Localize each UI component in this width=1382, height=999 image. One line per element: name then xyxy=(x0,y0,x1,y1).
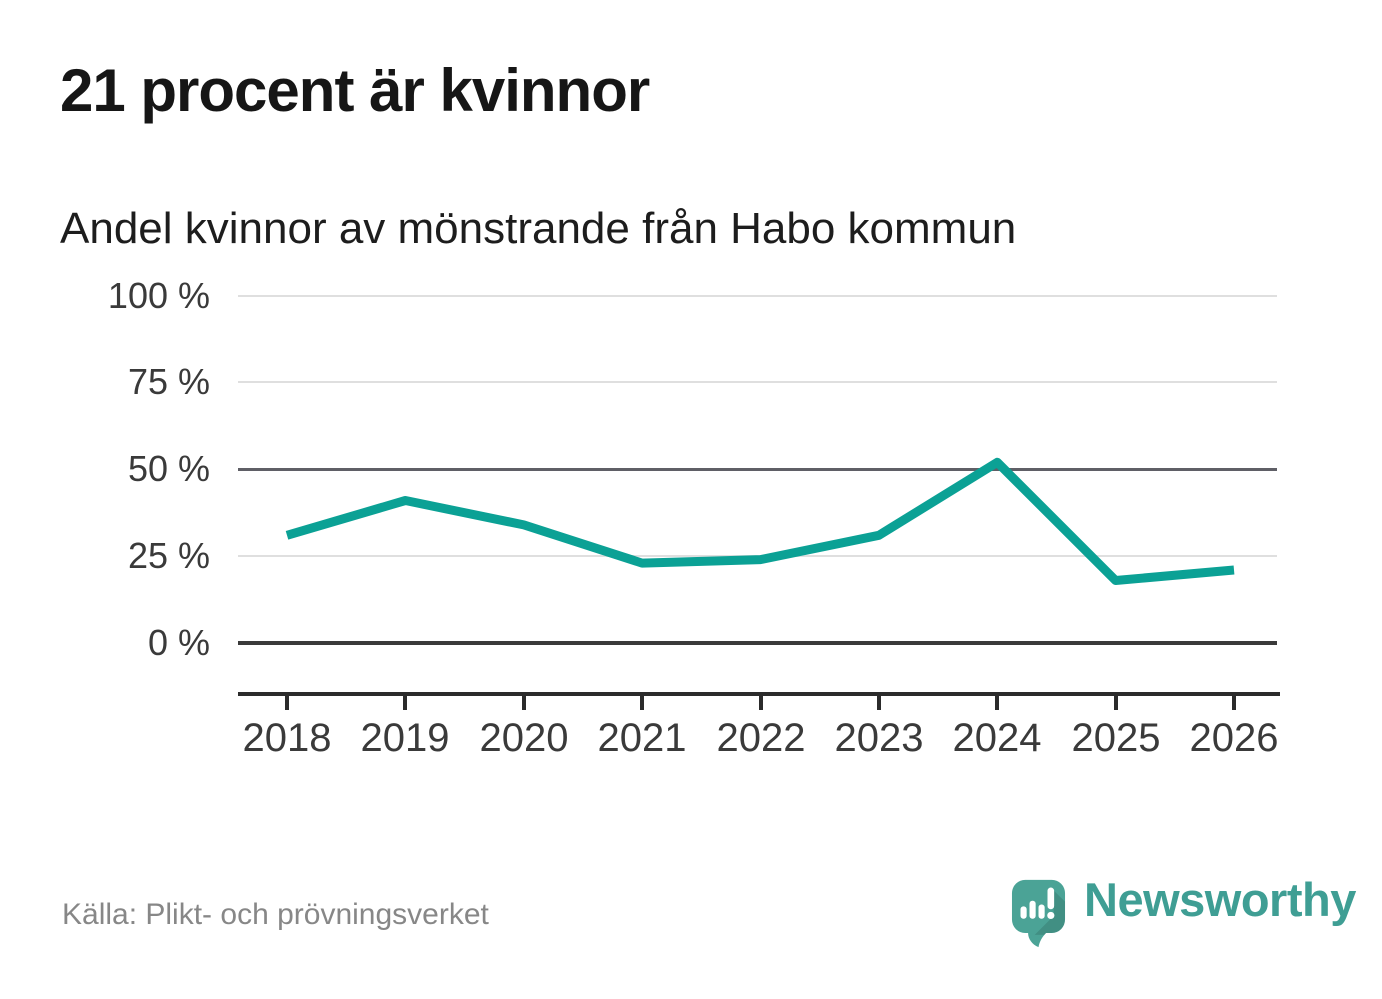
x-tick xyxy=(759,696,763,710)
x-tick xyxy=(995,696,999,710)
x-tick-label: 2025 xyxy=(1071,716,1161,760)
y-gridline xyxy=(238,381,1277,383)
x-tick-label: 2023 xyxy=(834,716,924,760)
x-tick xyxy=(640,696,644,710)
x-tick-label: 2019 xyxy=(360,716,450,760)
chart-subtitle: Andel kvinnor av mönstrande från Habo ko… xyxy=(60,204,1017,253)
x-tick-label: 2018 xyxy=(242,716,332,760)
y-tick-label: 0 % xyxy=(147,622,210,663)
x-tick-label: 2026 xyxy=(1189,716,1279,760)
y-tick-label: 25 % xyxy=(127,535,210,577)
x-tick-label: 2021 xyxy=(597,716,687,760)
x-tick xyxy=(285,696,289,710)
y-gridline xyxy=(238,295,1277,297)
x-tick-label: 2024 xyxy=(952,716,1042,760)
x-tick xyxy=(1114,696,1118,710)
x-tick-label: 2022 xyxy=(716,716,806,760)
x-tick xyxy=(403,696,407,710)
source-note: Källa: Plikt- och prövningsverket xyxy=(62,898,489,931)
x-tick-label: 2020 xyxy=(479,716,569,760)
y-tick-label: 50 % xyxy=(127,448,210,490)
y-tick-label: 100 % xyxy=(107,274,210,316)
y-gridline xyxy=(238,641,1277,645)
y-gridline xyxy=(238,468,1277,471)
newsworthy-wordmark: Newsworthy xyxy=(1084,873,1356,926)
y-tick-label: 75 % xyxy=(127,361,210,403)
x-tick xyxy=(522,696,526,710)
newsworthy-logo-icon xyxy=(1011,879,1066,948)
chart-title: 21 procent är kvinnor xyxy=(60,57,650,124)
data-line xyxy=(285,457,1235,585)
x-tick xyxy=(877,696,881,710)
y-gridline xyxy=(238,555,1277,557)
newsworthy-logo: Newsworthy xyxy=(1010,873,1356,950)
x-tick xyxy=(1232,696,1236,710)
x-axis-line xyxy=(238,692,1280,696)
